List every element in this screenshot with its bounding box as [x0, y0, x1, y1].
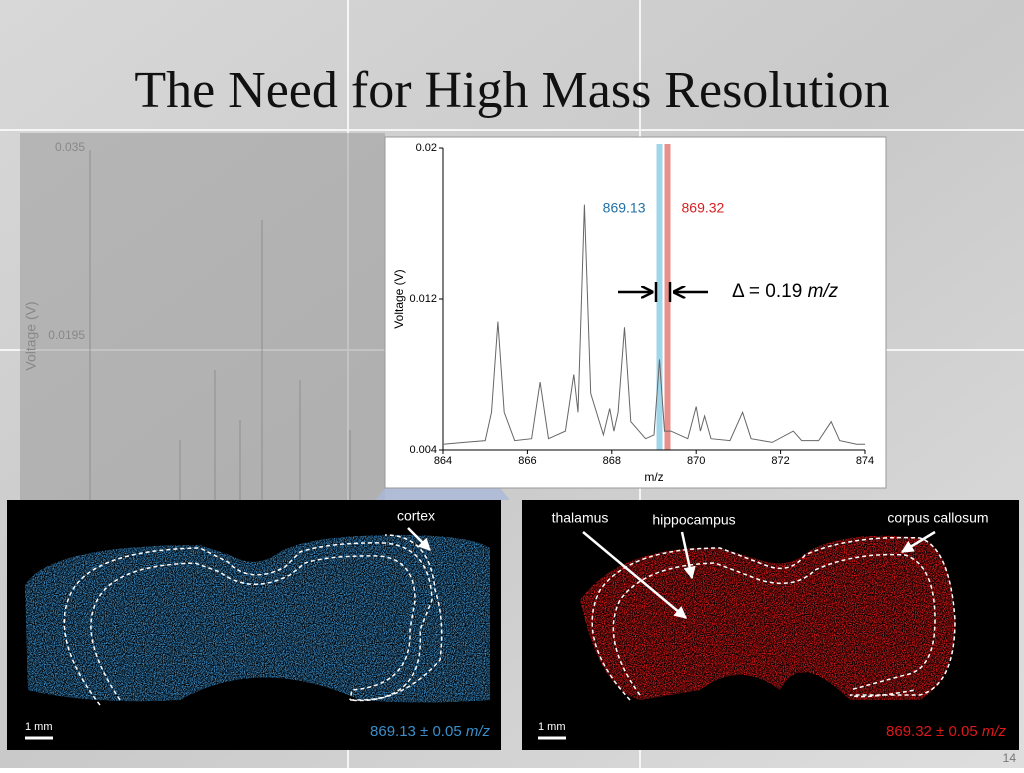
- delta-value: Δ = 0.19: [732, 281, 802, 302]
- highlight-label: 869.32: [682, 200, 725, 216]
- slide-title: The Need for High Mass Resolution: [134, 62, 889, 119]
- x-tick-label: 870: [687, 455, 705, 467]
- caption-value: 869.13 ± 0.05: [370, 723, 462, 740]
- x-tick-label: 868: [603, 455, 621, 467]
- y-tick-label: 0.012: [409, 293, 437, 305]
- x-tick-label: 864: [434, 455, 452, 467]
- delta-arrows: [618, 282, 708, 302]
- caption-unit: m/z: [982, 723, 1007, 740]
- y-axis-label: Voltage (V): [392, 269, 406, 328]
- region-outline: [591, 536, 956, 701]
- x-tick-label: 872: [771, 455, 789, 467]
- arrow: [407, 527, 431, 551]
- arrow: [680, 531, 696, 580]
- spectrum-line: [442, 204, 865, 445]
- y-tick-label: 0.004: [409, 444, 437, 456]
- highlight-label: 869.13: [603, 200, 646, 216]
- region-label: thalamus: [552, 510, 609, 526]
- delta-unit: m/z: [808, 281, 839, 302]
- region-label: cortex: [397, 508, 435, 524]
- page-number: 14: [1003, 751, 1017, 765]
- background-spectrum: [89, 150, 351, 500]
- scale-label: 1 mm: [538, 721, 566, 733]
- arrow: [900, 530, 936, 554]
- caption-value: 869.32 ± 0.05: [886, 723, 978, 740]
- x-tick-label: 874: [856, 455, 874, 467]
- x-tick-label: 866: [518, 455, 536, 467]
- chart: 869.13 869.32 0.004 0.012 0.02 864 866 868 870 87…: [392, 142, 874, 484]
- background-tick: 0.035: [55, 140, 85, 154]
- tissue-image: [25, 535, 490, 703]
- highlight-band: [656, 144, 663, 450]
- scale-label: 1 mm: [25, 721, 53, 733]
- caption: 869.32 ± 0.05 m/z: [886, 723, 1006, 740]
- background-tick: 0.0195: [48, 328, 85, 342]
- highlight-band: [664, 144, 671, 450]
- caption: 869.13 ± 0.05 m/z: [370, 723, 490, 740]
- tissue-image: [580, 535, 955, 700]
- arrow: [582, 531, 687, 619]
- region-label: corpus callosum: [887, 510, 988, 526]
- region-outline: [63, 534, 443, 706]
- chart-box: [384, 136, 887, 489]
- background-chart: [20, 133, 385, 570]
- delta-label: Δ = 0.19 m/z: [732, 281, 839, 302]
- background-ylabel: Voltage (V): [23, 301, 39, 370]
- y-tick-label: 0.02: [416, 142, 437, 154]
- x-axis-label: m/z: [644, 470, 663, 484]
- caption-unit: m/z: [466, 723, 491, 740]
- callout: [375, 488, 510, 500]
- region-label: hippocampus: [652, 512, 735, 528]
